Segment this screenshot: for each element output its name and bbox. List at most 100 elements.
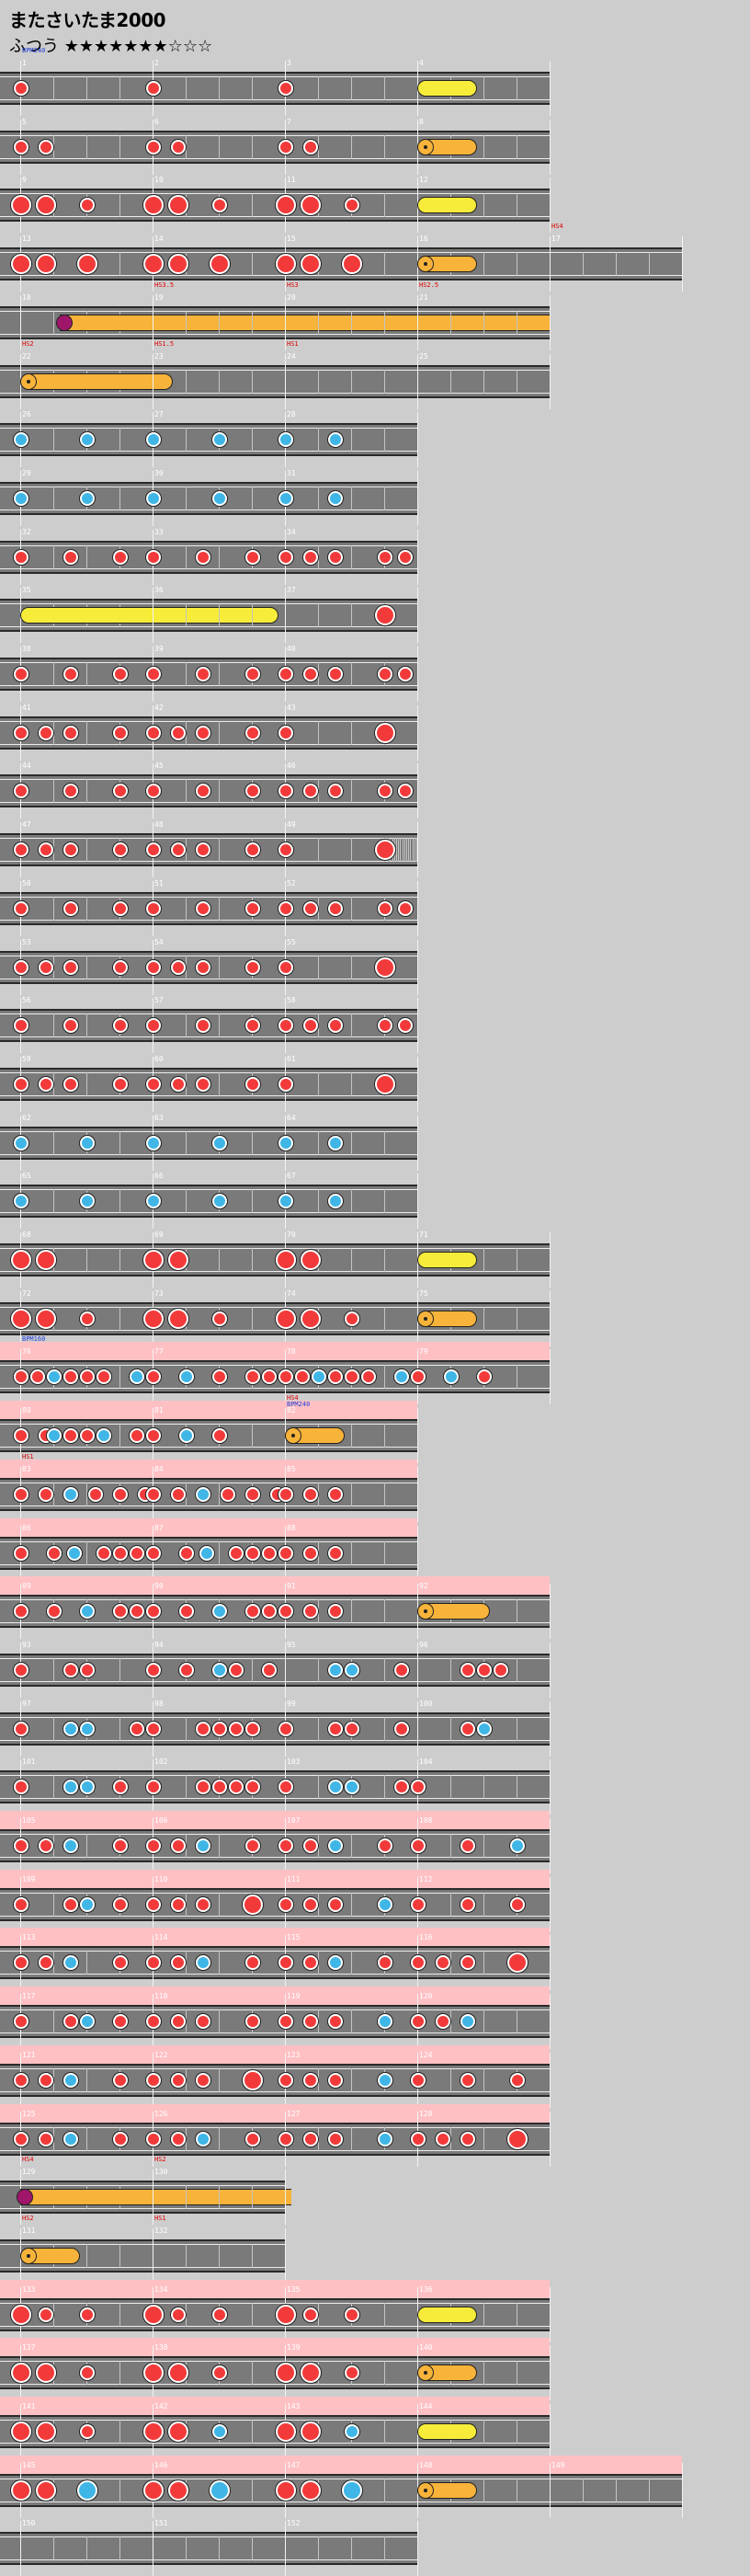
barline-end [550, 177, 551, 233]
don-big-note [77, 254, 97, 274]
bar-number: 36 [154, 586, 164, 594]
bar-number: 110 [154, 1875, 168, 1883]
ka-note [179, 1428, 194, 1443]
bar-number: 43 [287, 704, 296, 712]
beat-line [318, 1483, 319, 1506]
don-note [436, 2132, 450, 2147]
don-note [113, 1780, 128, 1794]
gogo-time-band [0, 1401, 417, 1419]
bar-number: 29 [22, 469, 31, 477]
beat-line [252, 1307, 253, 1331]
beat-line [384, 311, 385, 335]
don-big-note [243, 2070, 263, 2090]
don-note [212, 1780, 227, 1794]
don-note [14, 2132, 28, 2147]
drumroll-head-icon [417, 139, 434, 155]
barline-end [682, 2463, 683, 2518]
beat-line [318, 1131, 319, 1155]
don-note [345, 1369, 359, 1384]
scroll-speed-label: HS4 [22, 2156, 34, 2163]
bar-number: 4 [419, 59, 424, 67]
song-title: またさいたま2000 [9, 9, 166, 31]
barline-end [550, 2345, 551, 2400]
ka-big-note [77, 2480, 97, 2501]
note-lane [0, 131, 550, 164]
don-note [212, 1428, 227, 1443]
beat-line [351, 487, 352, 510]
don-big-note [301, 2363, 321, 2383]
beat-line [53, 76, 54, 100]
bar-number: 142 [154, 2402, 168, 2410]
barline [417, 1643, 418, 1698]
don-note [80, 1369, 95, 1384]
don-note [196, 1077, 210, 1092]
barline-end [417, 1116, 418, 1171]
don-note [436, 1955, 450, 1970]
bar-number: 138 [154, 2343, 168, 2352]
don-note [328, 1487, 343, 1502]
beat-line [186, 1717, 187, 1741]
bar-number: 115 [287, 1933, 301, 1941]
beat-line [119, 193, 120, 217]
beat-line [384, 252, 385, 276]
don-big-note [276, 195, 296, 215]
don-big-note [36, 2363, 56, 2383]
don-note [113, 1838, 128, 1853]
beat-line [318, 1541, 319, 1565]
don-note [278, 960, 293, 975]
bar-number: 135 [287, 2285, 301, 2294]
don-big-note [276, 254, 296, 274]
note-lane [0, 423, 417, 456]
beat-line [186, 1893, 187, 1917]
don-note [378, 550, 392, 565]
don-note [63, 1428, 78, 1443]
beat-line [186, 1131, 187, 1155]
beat-line [86, 838, 87, 862]
don-note [14, 2073, 28, 2088]
drumroll [417, 256, 477, 272]
scroll-speed-label: HS1 [287, 340, 299, 348]
beat-line [53, 311, 54, 335]
don-note [171, 1955, 186, 1970]
don-note [411, 1838, 426, 1853]
beat-line [384, 1658, 385, 1682]
beat-line [318, 721, 319, 745]
scroll-speed-label: HS1 [22, 1453, 34, 1460]
ka-note [80, 1780, 95, 1794]
don-note [303, 1838, 318, 1853]
don-note [14, 842, 28, 857]
barline-end [417, 1057, 418, 1112]
gogo-time-band [0, 2104, 550, 2123]
ka-note [328, 1955, 343, 1970]
beat-line [483, 2068, 484, 2092]
ka-note [63, 2073, 78, 2088]
don-big-note [375, 723, 395, 743]
beat-line [318, 897, 319, 921]
difficulty-label: ふつう ★★★★★★★☆☆☆ [9, 37, 213, 56]
beat-line [450, 370, 451, 394]
ka-note [328, 1663, 343, 1677]
beat-line [351, 370, 352, 394]
don-note [212, 198, 227, 212]
don-note [229, 1663, 244, 1677]
beat-line [219, 1072, 220, 1096]
bar-number: 100 [419, 1700, 433, 1708]
ka-note [378, 2132, 392, 2147]
don-note [245, 842, 260, 857]
don-note [14, 1663, 28, 1677]
beat-line [53, 1717, 54, 1741]
don-note [80, 2424, 95, 2439]
beat-line [53, 2009, 54, 2033]
don-note [14, 1780, 28, 1794]
don-note [278, 2073, 293, 2088]
beat-line [318, 662, 319, 686]
don-note [63, 1077, 78, 1092]
don-note [146, 2014, 161, 2029]
big-drumroll [417, 2423, 477, 2440]
beat-line [119, 252, 120, 276]
subdivision-line [416, 838, 417, 862]
beat-line [219, 2127, 220, 2151]
beat-line [384, 1365, 385, 1389]
note-lane [0, 1419, 417, 1452]
beat-line [483, 2361, 484, 2385]
